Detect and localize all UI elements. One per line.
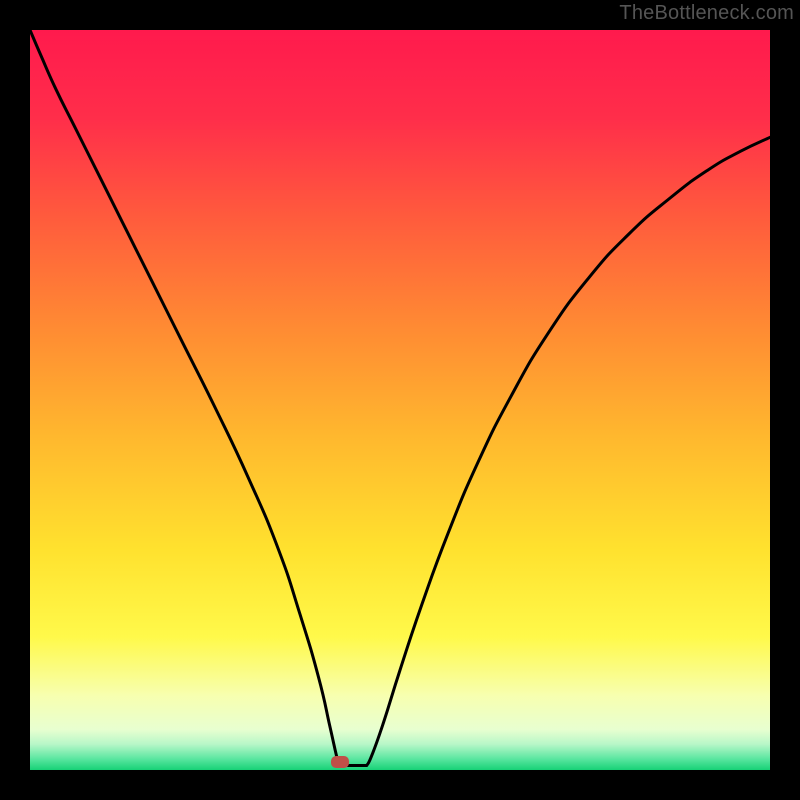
chart-background-gradient [30,30,770,770]
optimal-point-marker [331,756,349,768]
watermark-text: TheBottleneck.com [619,2,794,25]
bottleneck-chart [0,0,800,800]
